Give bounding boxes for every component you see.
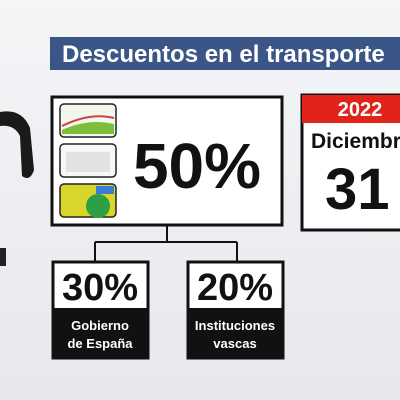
calendar: 2022 Diciembre 31 [300,93,400,232]
calendar-month: Diciembre [311,130,400,153]
card-3-shape [86,194,110,218]
title: Descuentos en el transporte [62,41,385,68]
content: Descuentos en el transporte 50% 30% [0,37,400,360]
split-percent: 20% [197,267,273,309]
split-label: vascas [213,336,256,351]
calendar-header [302,95,400,123]
strap-object [0,111,34,178]
strap-piece [0,248,6,266]
card-2-pattern [66,152,110,172]
split-label: de España [67,336,133,351]
card-1-line [61,115,115,127]
split-percent: 30% [62,267,138,309]
split-box: 30% Gobierno de España [51,260,150,360]
calendar-year: 2022 [338,99,383,121]
calendar-day: 31 [325,157,390,222]
split-label: Instituciones [195,318,275,333]
transport-cards [59,103,117,218]
split-label: Gobierno [71,318,129,333]
title-bar [50,37,400,70]
card-3-logo [96,186,114,194]
main-percent: 50% [133,130,261,202]
split-box-label-bg [188,308,283,358]
card-1-stripe [62,122,114,134]
connectors [94,225,238,262]
split-box-label-bg [53,308,148,358]
split-box: 20% Instituciones vascas [186,260,285,360]
